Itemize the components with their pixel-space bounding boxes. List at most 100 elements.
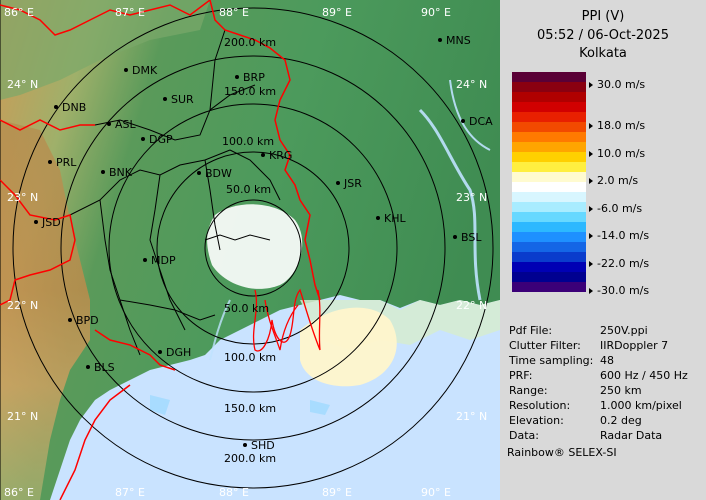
legend-label: 18.0 m/s — [597, 119, 646, 132]
legend-tick-arrow — [589, 82, 593, 88]
info-value: 0.2 deg — [600, 414, 642, 427]
station-label: BNK — [109, 166, 133, 179]
legend-swatch — [512, 232, 586, 242]
range-label: 100.0 km — [224, 351, 276, 364]
west-plateau — [0, 120, 90, 500]
legend-label: -6.0 m/s — [597, 202, 643, 215]
range-label: 50.0 km — [226, 183, 271, 196]
range-ring — [12, 7, 494, 489]
info-key: Pdf File: — [509, 324, 553, 337]
station-label: JSR — [343, 177, 362, 190]
info-key: Clutter Filter: — [509, 339, 581, 352]
legend-swatch — [512, 122, 586, 132]
radar-map: MNS DMK BRP DNB SUR ASL DGP DCA KRG PRL BNK BDW JSR J… — [0, 0, 500, 500]
range-ring — [108, 103, 398, 393]
legend-swatch — [512, 202, 586, 212]
lat-label: 24° N — [7, 78, 38, 91]
legend-tick-arrow — [589, 261, 593, 267]
lon-label: 87° E — [115, 6, 145, 19]
info-key: Resolution: — [509, 399, 571, 412]
legend-label: 30.0 m/s — [597, 78, 646, 91]
lat-label: 21° N — [7, 410, 38, 423]
river-east-2 — [449, 79, 491, 151]
range-ring — [60, 55, 446, 441]
station-dot — [86, 365, 90, 369]
station-label: KRG — [269, 149, 292, 162]
echo-white — [207, 204, 303, 289]
legend-swatch — [512, 142, 586, 152]
lat-label: 23° N — [7, 191, 38, 204]
station-dot — [158, 350, 162, 354]
info-value: 600 Hz / 450 Hz — [600, 369, 688, 382]
station-label: ASL — [115, 118, 137, 131]
legend-swatch — [512, 242, 586, 252]
info-key: PRF: — [509, 369, 533, 382]
station-label: DCA — [469, 115, 493, 128]
legend-swatch — [512, 102, 586, 112]
north-highlands — [0, 0, 210, 100]
legend-label: -14.0 m/s — [597, 229, 650, 242]
station-dot — [68, 318, 72, 322]
station-label: SHD — [251, 439, 275, 452]
station-dot — [143, 258, 147, 262]
station-label: DGH — [166, 346, 191, 359]
station-dot — [101, 170, 105, 174]
range-label: 200.0 km — [224, 452, 276, 465]
legend-swatch — [512, 152, 586, 162]
range-rings — [0, 0, 494, 500]
lon-label: 86° E — [4, 486, 34, 499]
info-value: IIRDoppler 7 — [600, 339, 669, 352]
legend-tick-arrow — [589, 206, 593, 212]
legend-swatch — [512, 282, 586, 292]
legend-swatch — [512, 272, 586, 282]
legend-swatch — [512, 132, 586, 142]
info-key: Range: — [509, 384, 548, 397]
station-dot — [453, 235, 457, 239]
station-dot — [376, 216, 380, 220]
legend-swatch — [512, 72, 586, 82]
range-ring — [204, 199, 302, 297]
legend-tick-arrow — [589, 233, 593, 239]
lat-label: 22° N — [456, 299, 487, 312]
station-dot — [197, 171, 201, 175]
station-label: DGP — [149, 133, 173, 146]
legend-swatch — [512, 82, 586, 92]
legend-swatch — [512, 222, 586, 232]
vendor-footer: Rainbow® SELEX-SI — [507, 446, 617, 459]
lon-label: 90° E — [421, 6, 451, 19]
range-label: 100.0 km — [222, 135, 274, 148]
legend-swatch — [512, 212, 586, 222]
station-dot — [54, 105, 58, 109]
legend-tick-arrow — [589, 123, 593, 129]
legend-swatch — [512, 262, 586, 272]
echo-pale — [300, 307, 397, 387]
station-dot — [34, 220, 38, 224]
legend-swatch — [512, 172, 586, 182]
info-panel: PPI (V) 05:52 / 06-Oct-2025 Kolkata 30.0… — [500, 0, 706, 500]
info-value: 1.000 km/pixel — [600, 399, 682, 412]
info-key: Data: — [509, 429, 539, 442]
info-value: 250V.ppi — [600, 324, 648, 337]
station-dot — [107, 122, 111, 126]
range-label: 150.0 km — [224, 402, 276, 415]
station-label: MNS — [446, 34, 471, 47]
station-dot — [163, 97, 167, 101]
station-label: BDW — [205, 167, 232, 180]
legend-tick-arrow — [589, 288, 593, 294]
lon-label: 89° E — [322, 6, 352, 19]
river-west — [209, 299, 231, 361]
range-labels: 200.0 km 150.0 km 100.0 km 50.0 km 50.0 km 10… — [222, 36, 276, 465]
legend-label: -30.0 m/s — [597, 284, 650, 297]
station-label: KHL — [384, 212, 406, 225]
lon-label: 86° E — [4, 6, 34, 19]
station-dot — [336, 181, 340, 185]
station-label: BSL — [461, 231, 482, 244]
legend-swatch — [512, 112, 586, 122]
station-label: SUR — [171, 93, 194, 106]
station-dot — [261, 153, 265, 157]
station-label: BRP — [243, 71, 265, 84]
legend-tick-arrow — [589, 178, 593, 184]
legend-label: -22.0 m/s — [597, 257, 650, 270]
river-east — [418, 108, 482, 301]
